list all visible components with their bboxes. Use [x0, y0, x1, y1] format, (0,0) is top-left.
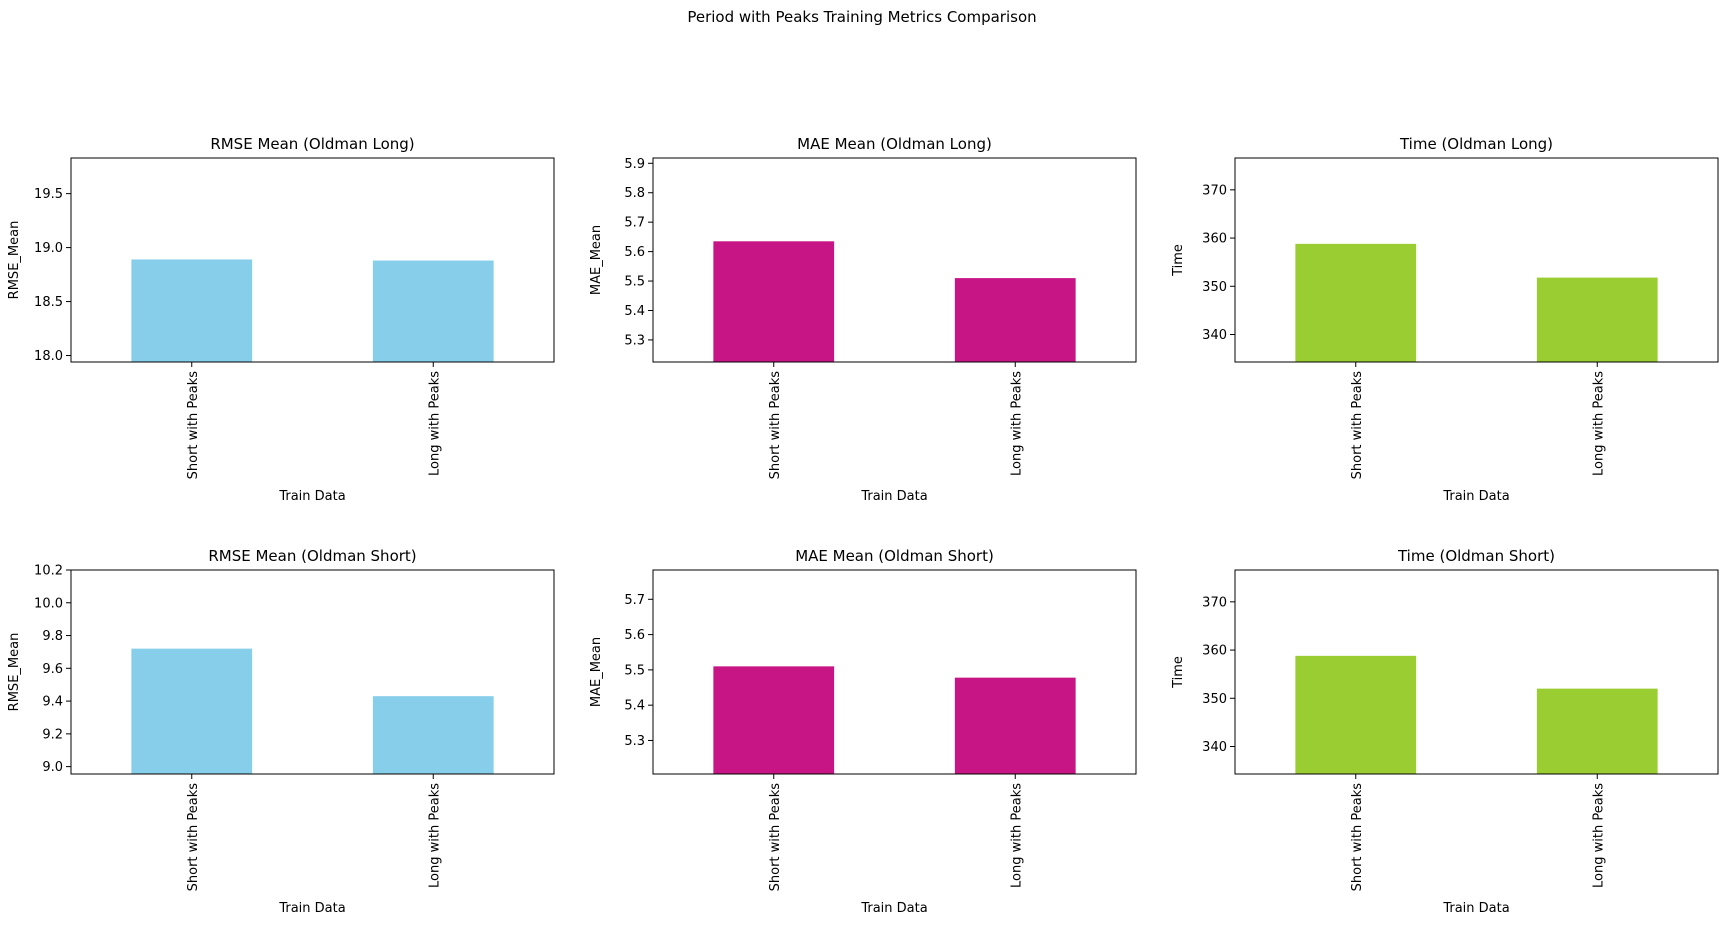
bar-long-with-peaks — [372, 260, 494, 362]
x-axis-label: Train Data — [278, 489, 345, 504]
y-tick-label: 18.0 — [34, 349, 63, 364]
bar-short-with-peaks — [131, 648, 253, 774]
subplot-title: RMSE Mean (Oldman Long) — [210, 135, 414, 153]
axes-frame — [652, 157, 1137, 363]
x-axis-label: Train Data — [278, 901, 345, 916]
y-tick-label: 5.7 — [624, 216, 645, 231]
x-tick-label: Long with Peaks — [427, 783, 442, 888]
subplot-2: Short with Peaks Long with Peaks 340 350 360… — [1171, 135, 1719, 504]
y-tick-label: 9.6 — [42, 662, 63, 677]
y-tick-label: 19.0 — [34, 241, 63, 256]
y-tick-label: 5.4 — [624, 304, 645, 319]
axes-frame — [1234, 569, 1719, 775]
y-axis-label: MAE_Mean — [589, 637, 604, 707]
bar-long-with-peaks — [1536, 277, 1658, 362]
subplot-title: MAE Mean (Oldman Short) — [795, 547, 994, 565]
y-axis-label: RMSE_Mean — [7, 633, 22, 712]
y-tick-label: 370 — [1202, 595, 1227, 610]
y-tick-label: 5.6 — [624, 628, 645, 643]
x-axis-label: Train Data — [1442, 489, 1509, 504]
bar-long-with-peaks — [1536, 688, 1658, 774]
x-tick-label: Short with Peaks — [186, 371, 201, 480]
x-axis-label: Train Data — [1442, 901, 1509, 916]
y-tick-label: 18.5 — [34, 295, 63, 310]
x-tick-label: Long with Peaks — [1591, 371, 1606, 476]
y-tick-label: 9.4 — [42, 695, 63, 710]
y-tick-label: 9.0 — [42, 760, 63, 775]
y-tick-label: 5.6 — [624, 245, 645, 260]
subplot-4: Short with Peaks Long with Peaks 5.3 5.4 5.5… — [589, 547, 1137, 916]
x-tick-label: Short with Peaks — [1350, 783, 1365, 892]
bar-long-with-peaks — [372, 696, 494, 774]
y-axis-label: Time — [1171, 656, 1186, 689]
y-tick-label: 350 — [1202, 692, 1227, 707]
y-tick-label: 360 — [1202, 644, 1227, 659]
bar-short-with-peaks — [131, 259, 253, 362]
y-tick-label: 9.8 — [42, 629, 63, 644]
x-tick-label: Long with Peaks — [1009, 371, 1024, 476]
bar-short-with-peaks — [713, 666, 835, 774]
axes-frame — [70, 569, 555, 775]
y-tick-label: 370 — [1202, 183, 1227, 198]
subplot-title: Time (Oldman Short) — [1397, 547, 1555, 565]
x-tick-label: Short with Peaks — [1350, 371, 1365, 480]
y-tick-label: 340 — [1202, 328, 1227, 343]
y-tick-label: 5.8 — [624, 186, 645, 201]
subplot-title: RMSE Mean (Oldman Short) — [208, 547, 416, 565]
subplot-title: Time (Oldman Long) — [1399, 135, 1553, 153]
y-tick-label: 5.9 — [624, 157, 645, 172]
y-axis-label: RMSE_Mean — [7, 221, 22, 300]
y-tick-label: 5.3 — [624, 734, 645, 749]
x-tick-label: Long with Peaks — [1591, 783, 1606, 888]
axes-frame — [652, 569, 1137, 775]
y-axis-label: Time — [1171, 244, 1186, 277]
y-tick-label: 9.2 — [42, 727, 63, 742]
subplot-0: Short with Peaks Long with Peaks 18.0 18.5 1… — [7, 135, 555, 504]
y-tick-label: 10.0 — [34, 596, 63, 611]
y-tick-label: 340 — [1202, 740, 1227, 755]
figure-title: Period with Peaks Training Metrics Compa… — [687, 8, 1036, 26]
axes-frame — [70, 157, 555, 363]
y-tick-label: 5.4 — [624, 699, 645, 714]
x-axis-label: Train Data — [860, 901, 927, 916]
y-tick-label: 5.5 — [624, 663, 645, 678]
bar-long-with-peaks — [954, 677, 1076, 774]
y-tick-label: 10.2 — [34, 564, 63, 579]
axes-frame — [1234, 157, 1719, 363]
x-tick-label: Short with Peaks — [186, 783, 201, 892]
x-tick-label: Long with Peaks — [1009, 783, 1024, 888]
subplot-5: Short with Peaks Long with Peaks 340 350 360… — [1171, 547, 1719, 916]
x-tick-label: Long with Peaks — [427, 371, 442, 476]
bar-long-with-peaks — [954, 278, 1076, 362]
subplot-title: MAE Mean (Oldman Long) — [797, 135, 992, 153]
y-tick-label: 19.5 — [34, 187, 63, 202]
y-tick-label: 5.3 — [624, 333, 645, 348]
y-tick-label: 350 — [1202, 280, 1227, 295]
x-tick-label: Short with Peaks — [768, 783, 783, 892]
y-tick-label: 5.7 — [624, 593, 645, 608]
subplot-1: Short with Peaks Long with Peaks 5.3 5.4 5.5… — [589, 135, 1137, 504]
x-axis-label: Train Data — [860, 489, 927, 504]
y-tick-label: 5.5 — [624, 275, 645, 290]
subplot-grid: Short with Peaks Long with Peaks 18.0 18.5 1… — [7, 135, 1719, 916]
y-tick-label: 360 — [1202, 232, 1227, 247]
bar-short-with-peaks — [1295, 243, 1417, 362]
bar-short-with-peaks — [1295, 655, 1417, 774]
y-axis-label: MAE_Mean — [589, 225, 604, 295]
subplot-3: Short with Peaks Long with Peaks 9.0 9.2 9.4… — [7, 547, 555, 916]
bar-short-with-peaks — [713, 241, 835, 362]
x-tick-label: Short with Peaks — [768, 371, 783, 480]
